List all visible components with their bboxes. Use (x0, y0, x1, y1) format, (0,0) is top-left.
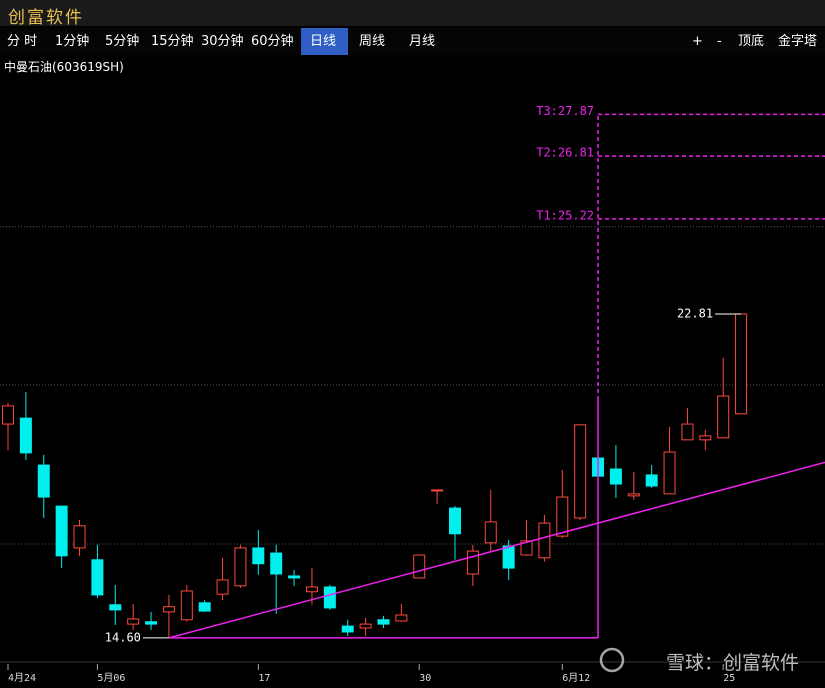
stock-name: 中曼石油(603619SH) (4, 60, 124, 74)
candle-body (609, 468, 622, 485)
period-tab[interactable]: 分 时 (7, 34, 38, 49)
candle-body (556, 496, 569, 537)
x-tick-label: 30 (419, 673, 431, 684)
candle-body (288, 575, 301, 579)
candle-body (735, 313, 748, 415)
candle-body (305, 586, 318, 593)
x-tick-label: 17 (258, 673, 270, 684)
candle-body (91, 559, 104, 596)
toolbar: 分 时 1分钟 5分钟 15分钟 30分钟 60分钟 日线 周线 月线 + - 顶底 金字塔 (0, 28, 825, 55)
candle-body (55, 505, 68, 557)
candle-body (645, 474, 658, 487)
x-tick-label: 6月12 (562, 672, 590, 684)
candle-body (127, 618, 140, 625)
price-label: 22.81 (677, 306, 713, 320)
x-tick-label: 25 (723, 673, 735, 684)
candle-body (484, 521, 497, 544)
candle-body (180, 590, 193, 621)
candle-body (377, 619, 390, 625)
period-tab[interactable]: 60分钟 (251, 34, 294, 49)
period-tab[interactable]: 月线 (409, 34, 436, 49)
trend-line (168, 461, 825, 639)
candle-body (681, 423, 694, 441)
target-label: T3:27.87 (536, 104, 594, 118)
price-label: 14.60 (105, 630, 141, 644)
candle-body (627, 493, 640, 497)
app-title: 创富软件 (8, 8, 84, 28)
period-tab[interactable]: 5分钟 (105, 34, 140, 49)
candle-body (449, 507, 461, 535)
candle-body (538, 522, 551, 559)
period-tab[interactable]: 15分钟 (151, 34, 194, 49)
target-label: T1:25.22 (536, 208, 594, 222)
candle-body (73, 525, 86, 549)
candle-body (466, 550, 479, 575)
x-tick-label: 5月06 (97, 672, 125, 684)
candle-body (431, 489, 444, 492)
watermark-logo (599, 647, 625, 673)
candle-body (270, 552, 283, 575)
candle-body (413, 554, 426, 579)
candle-body (502, 545, 515, 569)
candle-body (162, 606, 175, 613)
title-bar: 创富软件 (0, 0, 825, 28)
candle-body (252, 547, 265, 565)
x-tick-label: 4月24 (8, 672, 36, 684)
period-tab[interactable]: 30分钟 (201, 34, 244, 49)
tool-button[interactable]: - (717, 34, 722, 49)
candle-body (2, 405, 14, 425)
tool-button[interactable]: 金字塔 (778, 34, 818, 49)
candle-body (717, 395, 730, 439)
candle-body (19, 417, 32, 454)
candle-body (663, 451, 676, 495)
candle-body (198, 602, 211, 612)
tool-button[interactable]: + (692, 34, 703, 49)
watermark: 雪球：创富软件 (665, 652, 799, 674)
target-label: T2:26.81 (536, 146, 594, 160)
candle-body (216, 579, 229, 595)
tool-button[interactable]: 顶底 (738, 34, 765, 49)
candle-body (109, 604, 122, 611)
candle-body (359, 623, 372, 629)
candle-body (520, 540, 533, 556)
candle-body (341, 625, 354, 633)
candle-body (234, 547, 247, 587)
period-tab[interactable]: 1分钟 (55, 34, 90, 49)
period-tab[interactable]: 周线 (359, 34, 386, 49)
candle-body (574, 424, 587, 519)
candle-body (145, 621, 158, 625)
candle-body (323, 586, 336, 609)
candle-body (699, 435, 712, 441)
candle-body (395, 614, 408, 622)
candle-body (37, 464, 50, 498)
period-tab[interactable]: 日线 (301, 28, 349, 55)
